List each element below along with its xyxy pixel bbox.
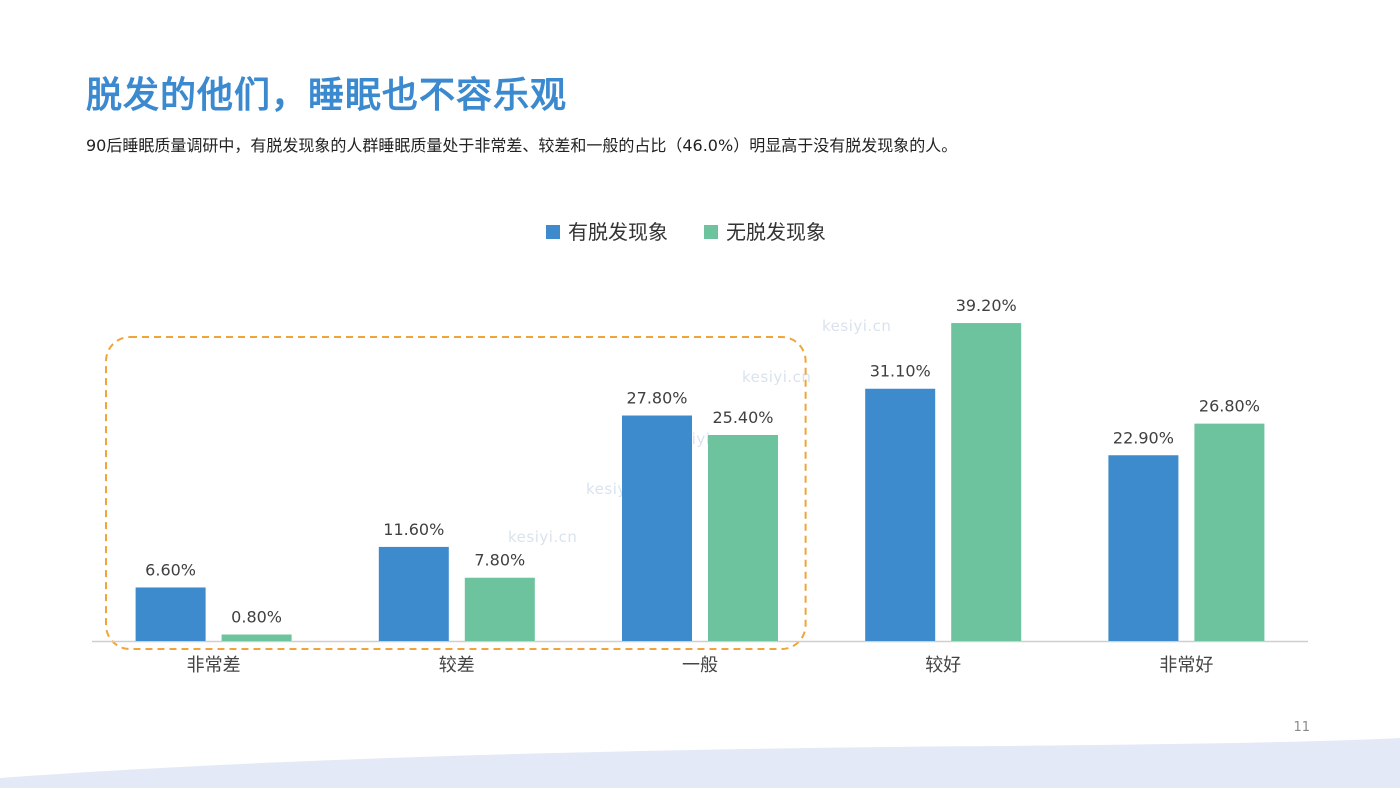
data-label-no-hair-loss-3: 39.20%	[956, 296, 1017, 315]
bar-with-hair-loss-0	[135, 587, 206, 641]
data-label-no-hair-loss-1: 7.80%	[474, 551, 525, 570]
page-number: 11	[1293, 720, 1310, 735]
data-label-with-hair-loss-1: 11.60%	[383, 520, 444, 539]
data-label-no-hair-loss-4: 26.80%	[1199, 397, 1260, 416]
highlight-box	[105, 336, 807, 650]
bar-with-hair-loss-4	[1108, 455, 1179, 641]
page-title: 脱发的他们，睡眠也不容乐观	[86, 75, 568, 116]
x-tick-label-3: 较好	[925, 655, 961, 676]
watermark-1: kesiyi.cn	[822, 317, 892, 335]
data-label-no-hair-loss-0: 0.80%	[231, 608, 282, 627]
bar-with-hair-loss-1	[378, 546, 449, 641]
watermark-5: kesiyi.cn	[508, 528, 578, 546]
watermark-2: kesiyi.cn	[742, 368, 812, 386]
legend-swatch-0	[546, 225, 560, 239]
bar-no-hair-loss-3	[951, 323, 1022, 641]
bar-no-hair-loss-0	[221, 634, 292, 641]
x-tick-label-2: 一般	[682, 655, 718, 676]
data-label-with-hair-loss-3: 31.10%	[870, 362, 931, 381]
data-label-with-hair-loss-2: 27.80%	[626, 389, 687, 408]
bar-no-hair-loss-4	[1194, 423, 1265, 641]
bar-with-hair-loss-3	[865, 388, 936, 641]
bar-with-hair-loss-2	[622, 415, 692, 641]
legend-label-0: 有脱发现象	[568, 220, 668, 244]
legend-swatch-1	[704, 225, 718, 239]
data-label-with-hair-loss-0: 6.60%	[145, 560, 196, 579]
data-label-no-hair-loss-2: 25.40%	[712, 408, 773, 427]
page-subtitle: 90后睡眠质量调研中，有脱发现象的人群睡眠质量处于非常差、较差和一般的占比（46…	[86, 136, 958, 155]
x-tick-label-0: 非常差	[187, 655, 241, 676]
bar-no-hair-loss-2	[708, 434, 778, 641]
footer-wave	[0, 738, 1400, 788]
bar-no-hair-loss-1	[464, 577, 535, 641]
legend-label-1: 无脱发现象	[726, 220, 826, 244]
x-tick-label-4: 非常好	[1159, 655, 1213, 676]
data-label-with-hair-loss-4: 22.90%	[1113, 428, 1174, 447]
x-tick-label-1: 较差	[439, 655, 475, 676]
